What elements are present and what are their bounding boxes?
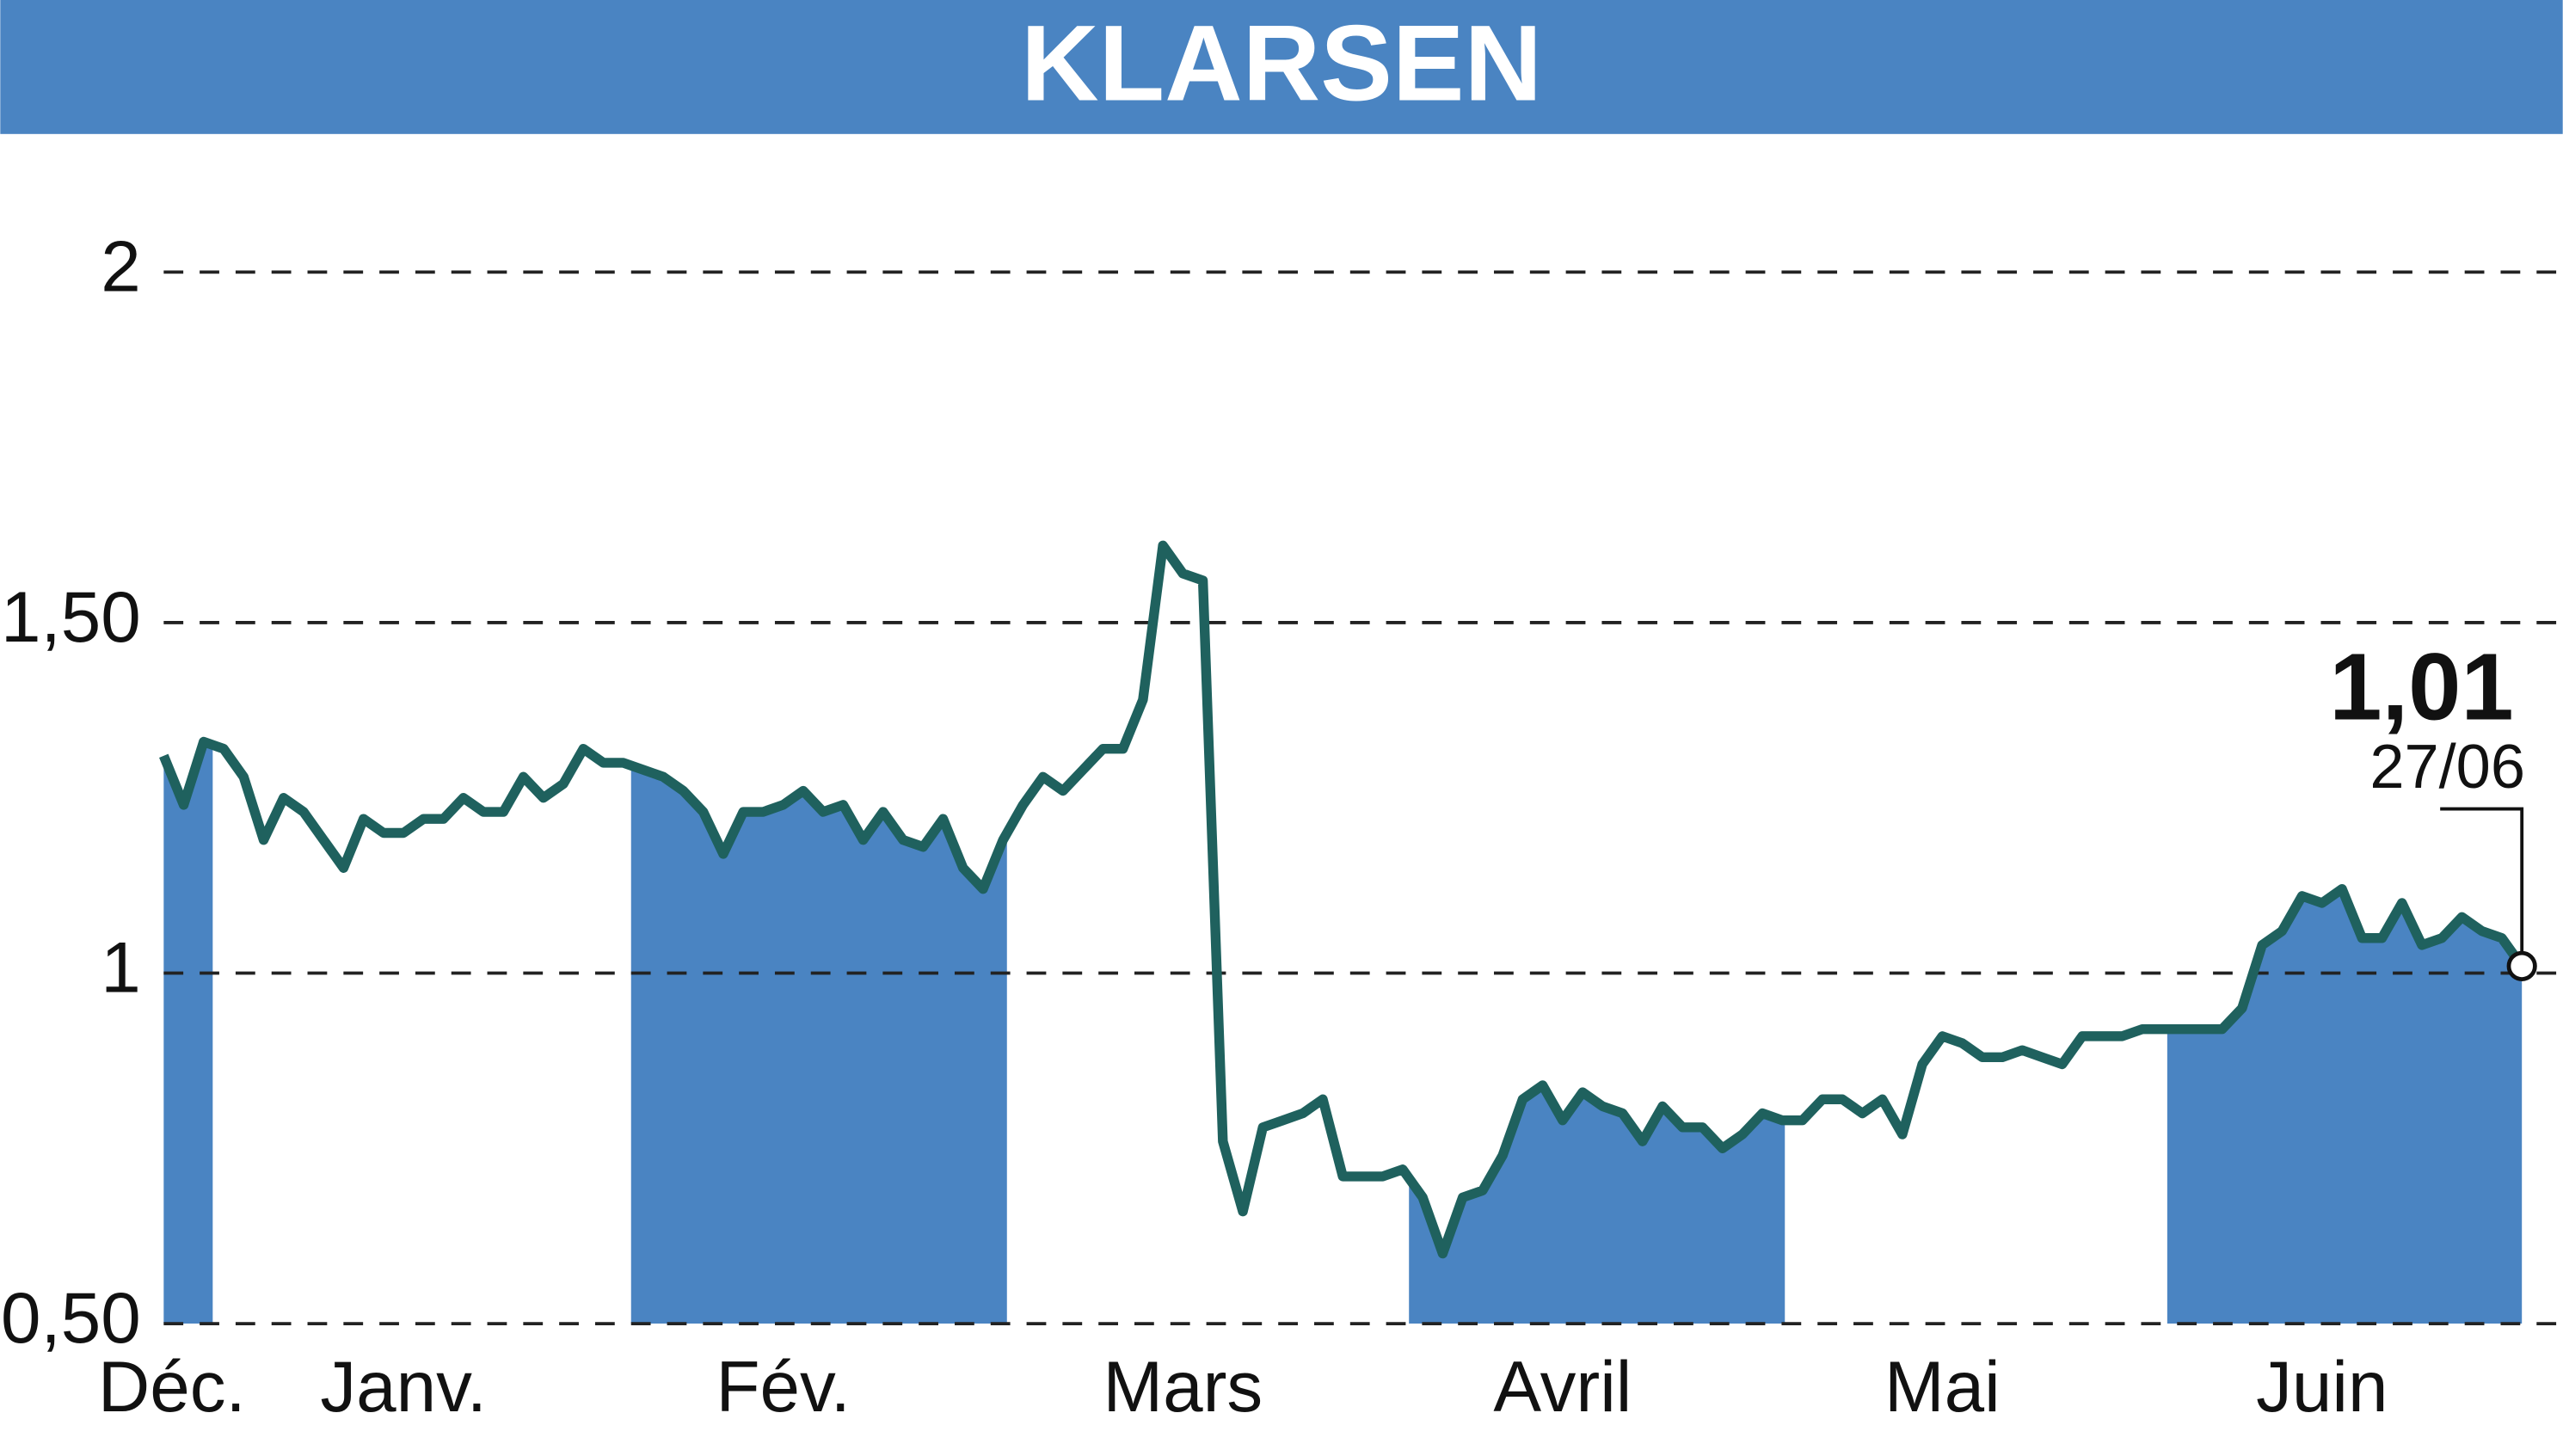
leader-line: [2440, 807, 2524, 954]
y-tick-label: 1: [101, 927, 141, 1008]
x-tick-label: Avril: [1493, 1346, 1632, 1427]
x-tick-label: Janv.: [320, 1346, 487, 1427]
chart-title: KLARSEN: [1021, 3, 1542, 124]
last-date-label: 27/06: [2369, 733, 2525, 802]
x-tick-label: Mai: [1884, 1346, 2001, 1427]
x-tick-label: Juin: [2256, 1346, 2388, 1427]
month-shading: [163, 545, 2523, 1324]
y-tick-label: 2: [101, 225, 141, 306]
x-tick-label: Fév.: [716, 1346, 850, 1427]
last-point: [2506, 950, 2537, 981]
y-tick-label: 1,50: [1, 576, 141, 657]
price-line: [159, 540, 2526, 1259]
x-tick-label: Mars: [1103, 1346, 1263, 1427]
last-value-label: 1,01: [2329, 635, 2513, 740]
y-tick-label: 0,50: [1, 1277, 141, 1358]
header-bar: [0, 0, 2563, 134]
x-tick-label: Déc.: [98, 1346, 246, 1427]
